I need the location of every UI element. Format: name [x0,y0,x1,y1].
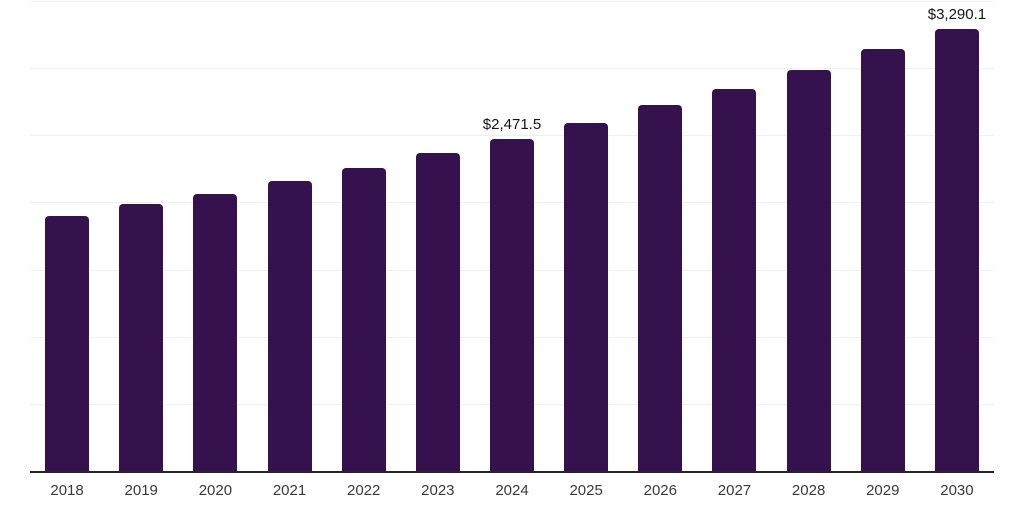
x-tick-2027: 2027 [717,482,752,499]
bar-2030 [934,29,979,471]
x-tick-2026: 2026 [643,482,677,499]
bar-2024 [490,139,534,471]
x-tick-2030: 2030 [940,482,974,499]
x-tick-2029: 2029 [866,482,900,499]
x-tick-2019: 2019 [124,482,158,499]
x-tick-2021: 2021 [272,482,307,499]
x-tick-2025: 2025 [569,482,603,499]
x-tick-2018: 2018 [50,482,84,499]
x-tick-2024: 2024 [495,482,529,499]
bar-2028 [786,69,831,471]
value-label-2030: $3,290.1 [927,6,987,24]
gridline-3000 [30,68,994,70]
x-tick-2020: 2020 [198,482,233,499]
bar-2018 [45,215,90,471]
bar-2026 [638,105,683,471]
plot-area: $2,471.5 $3,290.1 [30,1,994,473]
bar-2029 [860,49,905,471]
bar-2019 [119,203,164,471]
x-tick-2028: 2028 [791,482,826,499]
bar-2020 [193,193,238,471]
bar-2025 [564,123,609,471]
gridline-3500 [30,1,994,2]
bar-2021 [267,180,312,471]
bar-2022 [341,167,386,471]
x-tick-2022: 2022 [347,482,381,499]
bar-2027 [712,88,757,471]
value-label-2024: $2,471.5 [482,116,542,134]
x-tick-2023: 2023 [421,482,455,499]
bar-2023 [415,153,460,471]
gridline-2500 [30,135,994,137]
